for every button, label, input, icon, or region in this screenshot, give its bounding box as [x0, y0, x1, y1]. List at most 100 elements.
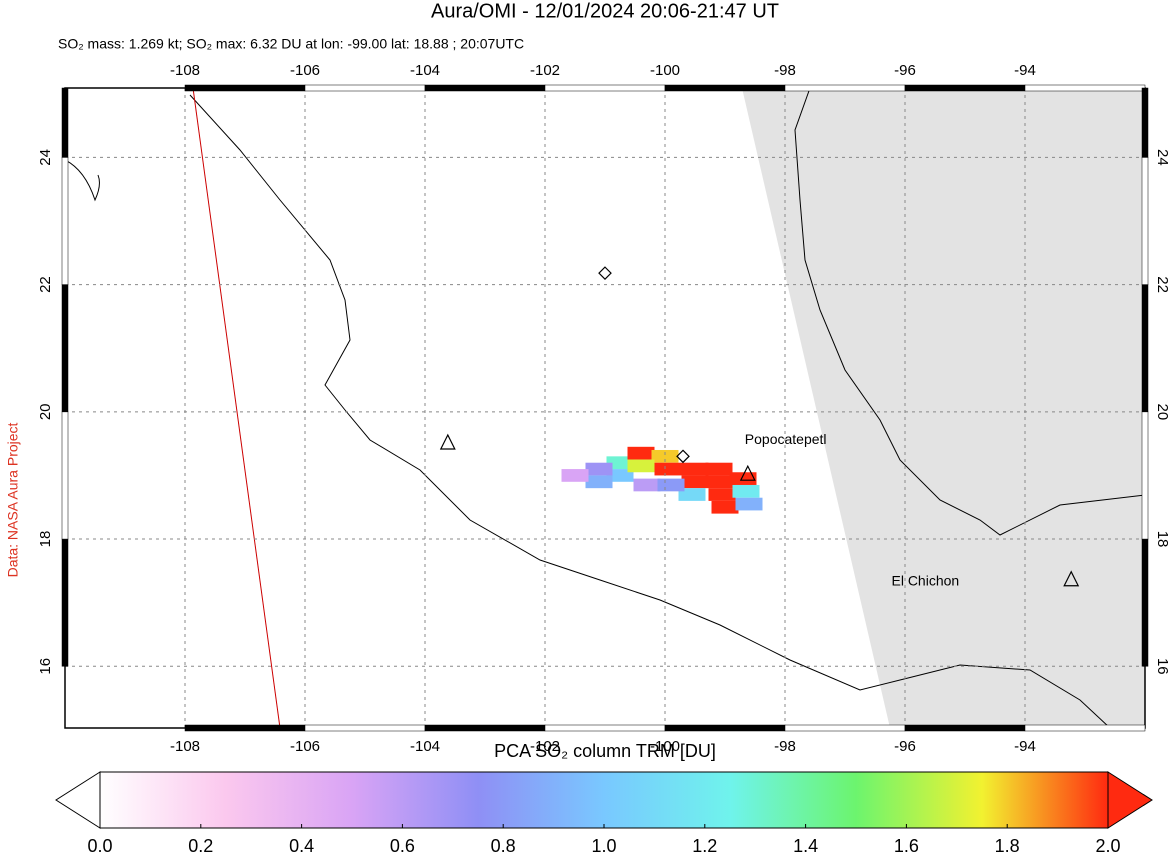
frame-tick — [424, 724, 546, 732]
cells — [561, 446, 763, 514]
y-tick-label: 24 — [37, 149, 54, 166]
frame-tick — [904, 724, 1026, 732]
x-tick-label: -102 — [530, 62, 560, 79]
x-tick-label: -104 — [410, 738, 440, 755]
no-data-region — [742, 88, 1145, 728]
frame-tick — [1141, 538, 1149, 667]
y-tick-label: 18 — [1154, 531, 1171, 548]
colorbar-bar — [99, 771, 1109, 829]
frame-tick — [304, 84, 426, 92]
frame-tick — [1141, 411, 1149, 540]
y-tick-label: 22 — [37, 276, 54, 293]
y-tick-label: 18 — [37, 531, 54, 548]
marks: Popocatepetl El Chichon — [439, 266, 1080, 588]
colorbar: 0.0 0.2 0.4 0.6 0.8 1.0 1.2 1.4 1.6 1.8 2.0 — [55, 771, 1153, 855]
so2-cell — [708, 488, 736, 501]
so2-cell — [711, 500, 739, 514]
colorbar-tick-label: 1.6 — [894, 836, 919, 855]
so2-cell — [651, 449, 679, 463]
colorbar-tick-label: 0.4 — [289, 836, 314, 855]
colorbar-under — [55, 771, 101, 829]
volcano-label: Popocatepetl — [745, 431, 827, 447]
frame-tick — [664, 724, 786, 732]
frame-tick — [61, 157, 69, 285]
so2-cell — [561, 469, 589, 482]
x-tick-label: -100 — [650, 738, 680, 755]
so2-cell — [627, 446, 655, 460]
colorbar-tick-label: 1.4 — [793, 836, 818, 855]
diamond-marker — [676, 449, 690, 464]
frame-tick — [61, 538, 69, 667]
so2-cell — [681, 462, 709, 476]
colorbar-tick-label: 1.8 — [995, 836, 1020, 855]
frame-tick — [61, 411, 69, 540]
so2-cell — [678, 488, 706, 501]
subtitle: SO₂ mass: 1.269 kt; SO₂ max: 6.32 DU at … — [58, 36, 524, 52]
so2-cell — [657, 478, 685, 492]
x-tick-label: -98 — [774, 738, 796, 755]
frame-tick — [664, 84, 786, 92]
y-tick-label: 20 — [37, 403, 54, 420]
y-tick-label: 16 — [1154, 658, 1171, 675]
x-tick-label: -102 — [530, 738, 560, 755]
y-tick-label: 22 — [1154, 276, 1171, 293]
x-tick-label: -106 — [290, 62, 320, 79]
so2-cell — [729, 472, 757, 485]
grid — [65, 88, 1145, 728]
so2-cell — [705, 462, 733, 476]
so2-cell — [606, 469, 634, 482]
frame-tick — [1141, 157, 1149, 285]
colorbar-label: PCA SO₂ column TRM [DU] — [494, 741, 716, 761]
volcano-label: El Chichon — [891, 572, 959, 588]
volcano — [1063, 570, 1080, 587]
so2-cell — [732, 484, 760, 498]
so2-cell — [606, 456, 634, 470]
colorbar-tick-label: 1.2 — [692, 836, 717, 855]
y-tick-label: 20 — [1154, 403, 1171, 420]
map-area — [65, 88, 1145, 728]
so2-cell — [681, 475, 709, 489]
so2-cell — [627, 459, 655, 473]
colorbar-tick-label: 2.0 — [1095, 836, 1120, 855]
frame-tick — [61, 87, 69, 158]
frame-tick — [904, 84, 1026, 92]
frame-tick — [544, 84, 666, 92]
frame-tick — [1141, 284, 1149, 413]
credit: Data: NASA Aura Project — [5, 422, 21, 577]
frame-tick — [184, 84, 306, 92]
frame-tick — [184, 724, 306, 732]
x-tick-label: -96 — [894, 62, 916, 79]
coastline — [65, 159, 100, 202]
colorbar-tick-label: 1.0 — [591, 836, 616, 855]
frame-tick — [1024, 724, 1146, 732]
so2-cell — [585, 462, 613, 476]
colorbar-tick-label: 0.2 — [188, 836, 213, 855]
coastline — [794, 88, 1145, 536]
x-tick-label: -94 — [1014, 62, 1036, 79]
x-tick-label: -94 — [1014, 738, 1036, 755]
frame-ticks — [61, 84, 1149, 732]
volcano — [439, 433, 456, 450]
x-tick-label: -96 — [894, 738, 916, 755]
orbit-edge — [192, 88, 281, 728]
frame-tick — [61, 284, 69, 413]
diamond-marker — [598, 266, 612, 280]
so2-cell — [585, 475, 613, 489]
chart-title: Aura/OMI - 12/01/2024 20:06-21:47 UT — [431, 0, 779, 22]
frame-tick — [1141, 87, 1149, 158]
x-tick-label: -98 — [774, 62, 796, 79]
frame-tick — [304, 724, 426, 732]
frame-tick — [1024, 84, 1146, 92]
so2-cell — [708, 475, 736, 489]
x-tick-label: -108 — [170, 738, 200, 755]
x-tick-label: -104 — [410, 62, 440, 79]
y-tick-label: 24 — [1154, 149, 1171, 166]
coastline — [189, 94, 1111, 728]
so2-cell — [735, 497, 763, 511]
x-tick-label: -108 — [170, 62, 200, 79]
y-tick-label: 16 — [37, 658, 54, 675]
x-tick-label: -106 — [290, 738, 320, 755]
colorbar-tick-label: 0.6 — [390, 836, 415, 855]
colorbar-tick-label: 0.0 — [87, 836, 112, 855]
